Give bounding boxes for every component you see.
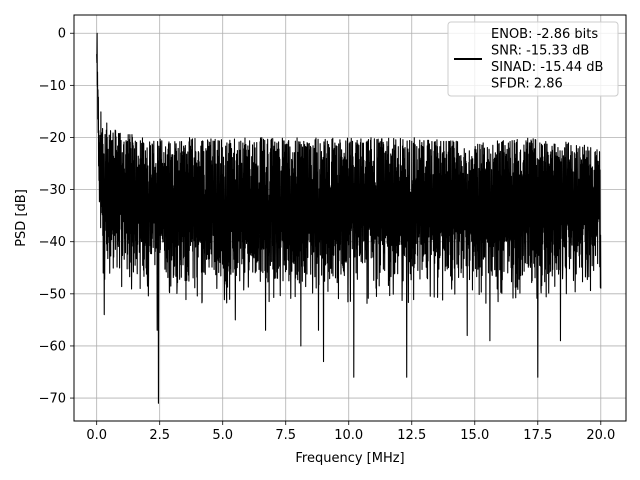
y-axis-label: PSD [dB] xyxy=(14,189,29,247)
y-tick-label: −50 xyxy=(39,287,66,302)
x-tick-label: 10.0 xyxy=(334,428,363,443)
x-tick-label: 5.0 xyxy=(212,428,233,443)
y-tick-label: −40 xyxy=(39,235,66,250)
x-tick-label: 2.5 xyxy=(149,428,170,443)
legend-sinad: SINAD: -15.44 dB xyxy=(491,60,603,75)
y-tick-label: −20 xyxy=(39,131,66,146)
x-tick-label: 15.0 xyxy=(460,428,489,443)
y-tick-label: −60 xyxy=(39,339,66,354)
y-tick-label: 0 xyxy=(58,27,66,42)
x-tick-label: 7.5 xyxy=(275,428,296,443)
x-tick-label: 0.0 xyxy=(86,428,107,443)
legend-sfdr: SFDR: 2.86 xyxy=(491,77,563,92)
psd-trace xyxy=(96,32,602,404)
x-axis-label: Frequency [MHz] xyxy=(295,451,404,466)
y-tick-label: −10 xyxy=(39,79,66,94)
y-tick-label: −70 xyxy=(39,392,66,407)
legend-snr: SNR: -15.33 dB xyxy=(491,44,589,59)
y-axis-ticks: 0 −10 −20 −30 −40 −50 −60 −70 xyxy=(39,27,74,407)
y-tick-label: −30 xyxy=(39,183,66,198)
plot-frame xyxy=(73,14,627,422)
legend-box xyxy=(447,21,619,97)
psd-line xyxy=(96,32,602,404)
x-tick-label: 20.0 xyxy=(586,428,615,443)
legend-enob: ENOB: -2.86 bits xyxy=(491,27,598,42)
legend: ENOB: -2.86 bits SNR: -15.33 dB SINAD: -… xyxy=(447,21,619,97)
x-tick-label: 12.5 xyxy=(397,428,426,443)
x-axis-ticks: 0.0 2.5 5.0 7.5 10.0 12.5 15.0 17.5 20.0 xyxy=(86,421,615,443)
x-tick-label: 17.5 xyxy=(523,428,552,443)
